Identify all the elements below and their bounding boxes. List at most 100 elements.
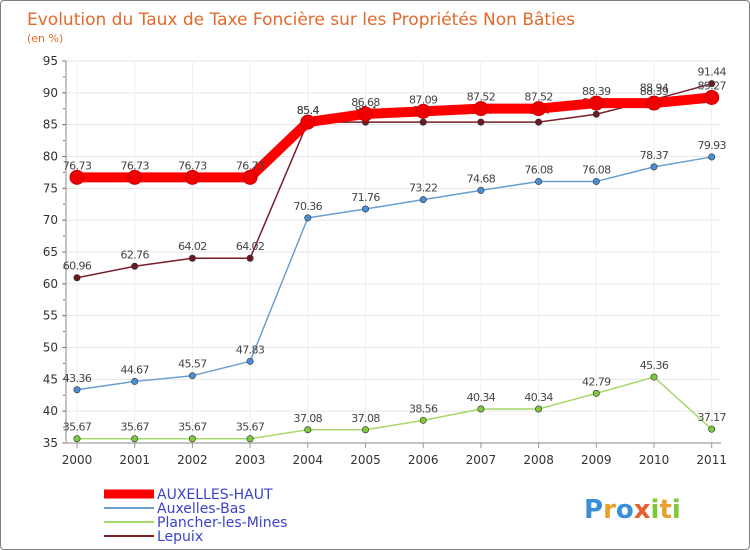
logo-letter: i [651,495,660,525]
data-label: 64.02 [236,240,265,253]
data-label: 45.36 [640,359,669,372]
legend: AUXELLES-HAUTAuxelles-BasPlancher-les-Mi… [104,487,287,545]
x-tick-label: 2011 [696,453,727,467]
data-point [127,169,143,185]
data-label: 40.34 [467,391,496,404]
series-auxelles-bas: 43.36 44.67 45.57 47.83 70.36 71.76 73.22 74.68… [63,139,727,394]
data-point [708,80,716,88]
x-tick-label: 2005 [350,453,381,467]
data-label: 35.67 [63,421,92,434]
axes [62,60,721,448]
data-label: 60.96 [63,260,92,273]
data-point [358,106,373,122]
data-point [188,372,196,380]
data-point [188,254,196,262]
data-point [415,103,431,119]
series-line [76,82,713,279]
data-point [131,435,139,443]
data-label: 43.36 [63,372,92,385]
data-point [361,205,369,213]
data-label: 45.57 [178,358,207,371]
data-label: 85.4 [297,104,320,117]
data-point [131,377,139,385]
series-plancher-les-mines: 35.67 35.67 35.67 35.67 37.08 37.08 38.56 40.34… [63,359,727,443]
x-tick-label: 2004 [293,453,324,467]
data-label: 37.08 [351,412,380,425]
x-tick-label: 2009 [581,453,612,467]
data-label: 42.79 [582,375,611,388]
series-line [72,92,717,183]
data-label: 88.39 [640,85,669,98]
x-tick-label: 2001 [119,453,150,467]
y-tick-label: 50 [43,341,58,355]
y-tick-label: 40 [43,404,58,418]
data-point [361,426,369,434]
data-label: 38.56 [409,402,438,415]
data-point [246,435,254,443]
logo-wordmark: Proxiti [584,495,681,525]
data-label: 76.08 [582,163,611,176]
data-label: 76.73 [120,159,149,172]
data-point [131,262,139,270]
data-point [184,169,200,185]
y-tick-label: 55 [43,309,58,323]
data-point [300,114,316,130]
x-tick-label: 2006 [408,453,439,467]
y-tick-label: 80 [43,150,58,164]
series-line [76,376,713,440]
y-tick-label: 90 [43,86,58,100]
data-point [535,177,543,185]
data-point [535,405,543,413]
data-point [477,118,485,126]
data-label: 76.73 [63,159,92,172]
y-tick-label: 75 [43,181,58,195]
data-label: 76.08 [524,163,553,176]
data-label: 44.67 [120,363,149,376]
data-label: 73.22 [409,182,438,195]
data-label: 91.44 [697,66,726,79]
data-label: 37.08 [294,412,323,425]
data-point [73,274,81,282]
data-point [188,435,196,443]
series-line [76,156,713,391]
legend-label-auxelles-bas: Auxelles-Bas [157,501,246,517]
logo-letter: i [672,495,681,525]
data-point [246,254,254,262]
x-tick-label: 2002 [177,453,208,467]
data-label: 79.93 [697,139,726,152]
data-label: 87.52 [524,91,553,104]
data-point [531,101,547,117]
data-point [650,163,658,171]
x-tick-label: 2010 [639,453,670,467]
series-layer: 60.9662.7664.0264.0285.485.485.485.485.4… [63,66,727,443]
data-point [304,214,312,222]
data-point [708,425,716,433]
data-point [73,386,81,394]
data-label: 87.52 [467,91,496,104]
data-point [535,118,543,126]
y-tick-label: 45 [43,372,58,386]
legend-label-auxelles-haut: AUXELLES-HAUT [157,487,273,503]
data-point [304,426,312,434]
data-point [419,416,427,424]
y-tick-label: 60 [43,277,58,291]
legend-label-plancher-les-mines: Plancher-les-Mines [157,515,287,531]
data-point [646,95,662,111]
data-point [592,389,600,397]
data-point [592,110,600,118]
x-axis-ticks: 2000 2001 2002 2003 2004 2005 2006 2007 2008 2009… [62,453,727,467]
x-tick-label: 2003 [235,453,266,467]
data-point [704,89,720,105]
proxiti-logo: Proxiti [584,495,681,525]
data-point [473,101,489,117]
logo-letter: t [659,495,671,525]
y-tick-label: 85 [43,118,58,132]
data-label: 37.17 [697,411,726,424]
data-label: 76.73 [178,159,207,172]
y-tick-label: 65 [43,245,58,259]
data-label: 74.68 [467,172,496,185]
data-label: 64.02 [178,240,207,253]
logo-letter: r [603,495,616,525]
